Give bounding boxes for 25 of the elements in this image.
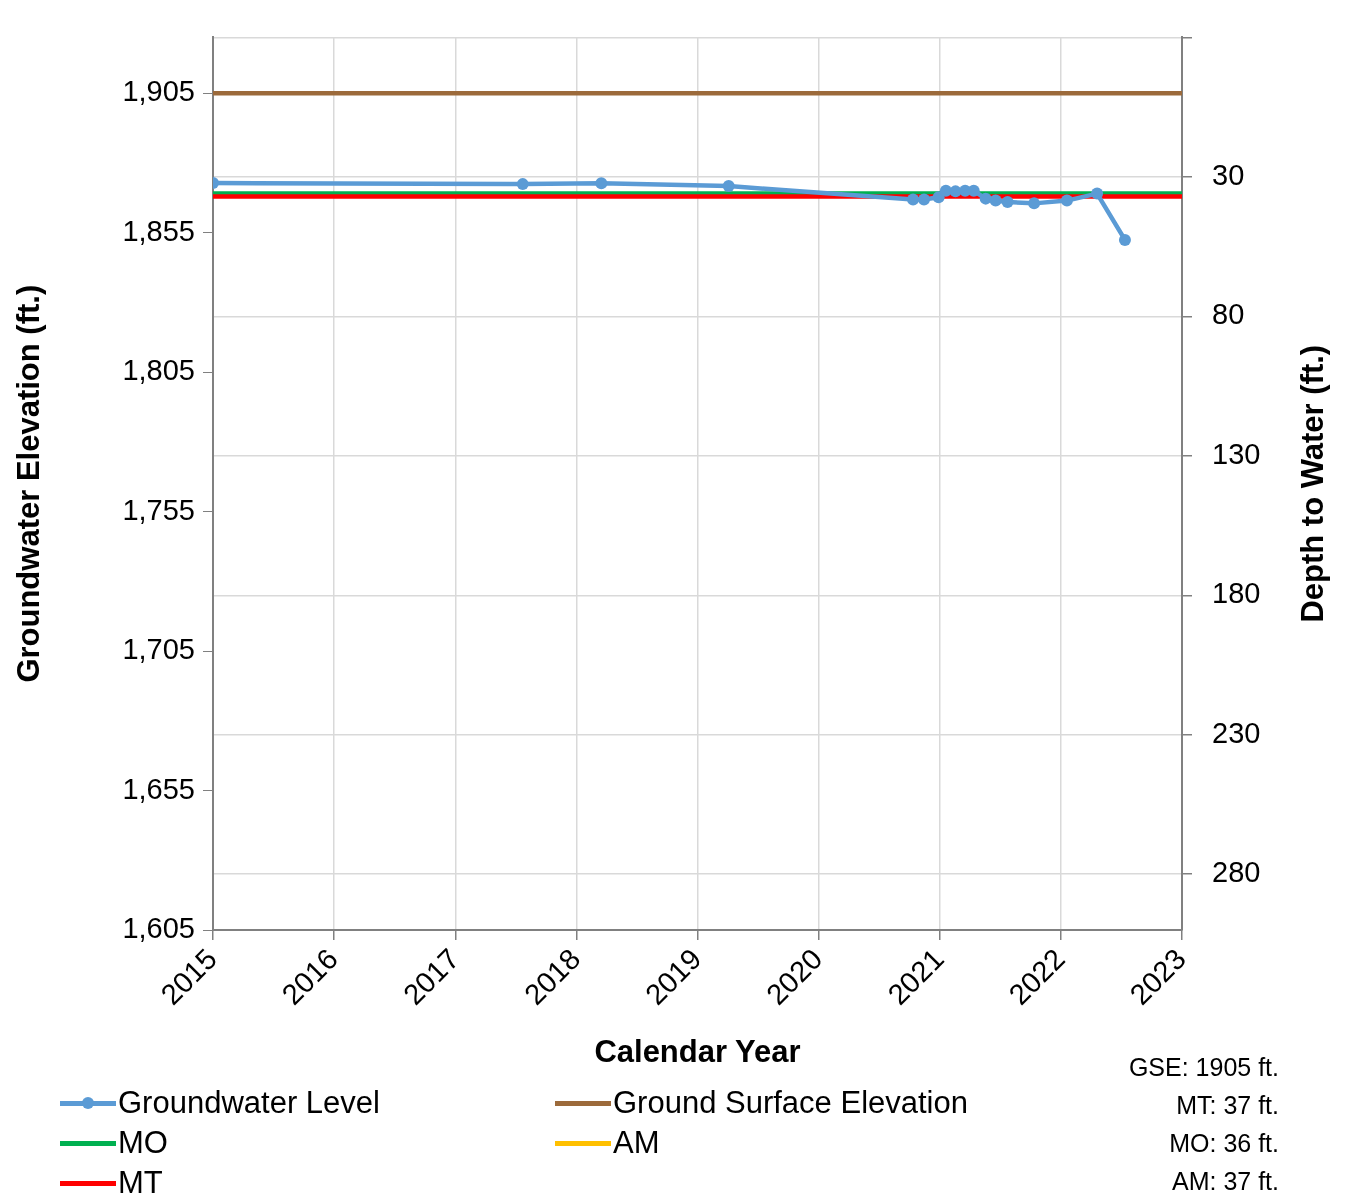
y2-tick-label: 30 bbox=[1212, 158, 1245, 191]
y-tick-label: 1,705 bbox=[122, 633, 195, 666]
y-tick-label: 1,905 bbox=[122, 75, 195, 108]
y2-tick-label: 230 bbox=[1212, 716, 1261, 749]
legend-label: Groundwater Level bbox=[118, 1085, 380, 1121]
legend-label: MO bbox=[118, 1125, 168, 1161]
y-tick-label: 1,805 bbox=[122, 354, 195, 387]
y2-tick-label: 280 bbox=[1212, 856, 1261, 889]
y2-tick-label: 130 bbox=[1212, 437, 1261, 470]
y2-axis-title: Depth to Water (ft.) bbox=[1294, 344, 1330, 623]
y-tick-label: 1,605 bbox=[122, 912, 195, 944]
y-axis-title: Groundwater Elevation (ft.) bbox=[10, 284, 46, 683]
text: AM: 37 ft. bbox=[1171, 1166, 1279, 1197]
text: MT: 37 ft. bbox=[1175, 1090, 1279, 1121]
y-tick-label: 1,655 bbox=[122, 772, 195, 805]
legend-label: AM bbox=[613, 1125, 660, 1161]
text: GSE: 1905 ft. bbox=[1128, 1052, 1279, 1083]
y2-tick-label: 80 bbox=[1212, 298, 1245, 331]
x-axis-title: Calendar Year bbox=[594, 1033, 801, 1069]
text: MO: 36 ft. bbox=[1168, 1128, 1279, 1159]
legend-label: MT bbox=[118, 1165, 163, 1199]
legend-label: Ground Surface Elevation bbox=[613, 1085, 968, 1121]
y-tick-label: 1,755 bbox=[122, 493, 195, 526]
y2-tick-label: 180 bbox=[1212, 577, 1261, 610]
y-tick-label: 1,855 bbox=[122, 214, 195, 247]
